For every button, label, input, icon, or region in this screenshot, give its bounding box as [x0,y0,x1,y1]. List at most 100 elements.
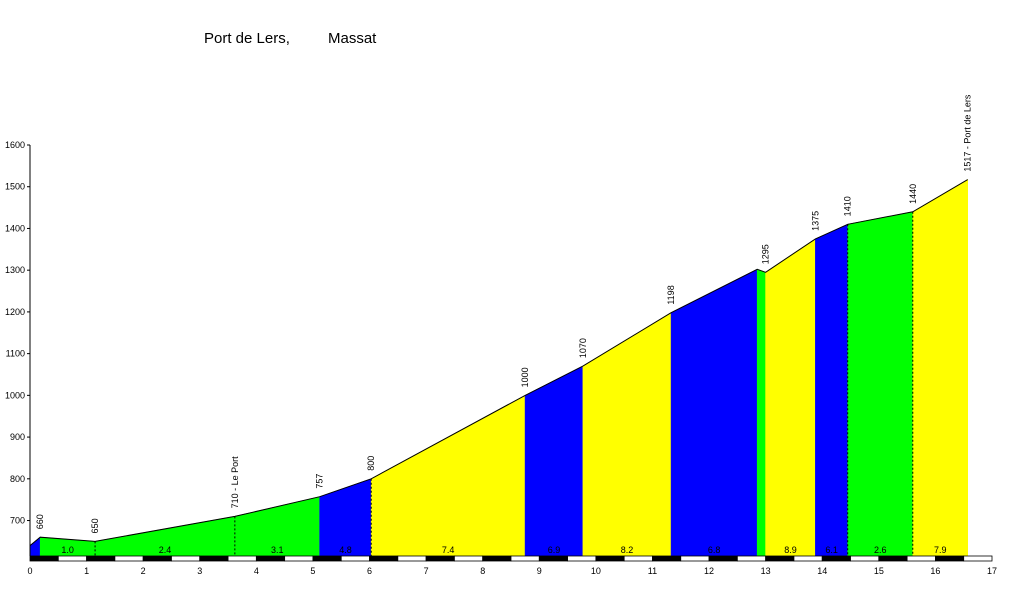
y-tick-label-2: 900 [10,432,25,442]
gradient-label-2: 2.4 [159,545,172,555]
x-tick-label-7: 7 [424,566,429,576]
ruler-cell-32 [935,555,965,562]
elevation-label-8: 1295 [761,244,771,264]
ruler-cell-33 [963,555,993,562]
elevation-label-1: 650 [90,518,100,533]
elevation-label-2: 710 - Le Port [230,456,240,509]
gradient-labels: 1.0 2.4 3.1 4.8 7.4 6.9 8.2 6.8 8.9 6.1 2.6 7.9 [61,545,946,555]
elevation-label-12: 1517 - Port de Lers [963,94,973,172]
gradient-label-12: 2.6 [874,545,887,555]
segment-fill-7 [582,312,672,557]
y-tick-label-8: 1500 [5,182,25,192]
ruler-cell-14 [425,555,455,562]
ruler-cell-18 [538,555,568,562]
ruler-cell-22 [652,555,682,562]
x-tick-label-2: 2 [141,566,146,576]
elevation-label-11: 1440 [908,184,918,204]
x-tick-label-5: 5 [310,566,315,576]
gradient-label-10: 8.9 [784,545,797,555]
x-tick-label-11: 11 [648,566,657,576]
x-tick-label-4: 4 [254,566,259,576]
ruler-cell-3 [114,555,144,562]
title-part-start: Port de Lers, [204,30,290,47]
ruler-cell-27 [793,555,823,562]
ruler-cell-26 [765,555,795,562]
gradient-label-5: 7.4 [442,545,455,555]
ruler-cell-21 [623,555,653,562]
segment-fill-9 [756,268,766,557]
x-tick-label-17: 17 [987,566,997,576]
ruler-cell-25 [736,555,767,562]
y-tick-label-7: 1400 [5,223,25,233]
distance-ruler [29,555,993,562]
ruler-cell-20 [595,555,625,562]
segment-fill-11 [815,223,849,557]
ruler-cell-31 [906,555,936,562]
ruler-cell-30 [878,555,908,562]
ruler-cell-0 [29,555,59,562]
y-tick-label-0: 700 [10,516,25,526]
y-tick-label-3: 1000 [5,390,25,400]
elevation-label-5: 1000 [520,367,530,387]
gradient-label-13: 7.9 [934,545,947,555]
ruler-cell-2 [86,555,116,562]
ruler-cell-24 [708,555,738,562]
ruler-cell-16 [482,555,512,562]
gradient-label-11: 6.1 [825,545,838,555]
segment-fill-0 [29,536,41,557]
y-tick-label-6: 1300 [5,265,25,275]
ruler-cell-4 [142,555,172,562]
ruler-cell-5 [171,555,201,562]
ruler-cell-19 [567,555,597,562]
elevation-label-3: 757 [315,474,325,489]
elevation-label-7: 1198 [666,285,676,304]
x-tick-label-13: 13 [761,566,771,576]
gradient-label-1: 1.0 [61,545,74,555]
ruler-cell-7 [227,555,257,562]
profile-line [29,179,968,546]
x-tick-label-10: 10 [591,566,601,576]
ruler-cell-12 [369,555,399,562]
segment-fill-6 [524,365,584,557]
ruler-cell-6 [199,555,229,562]
chart-title: Port de Lers, Massat [0,30,1014,54]
ruler-cell-10 [312,555,342,562]
gradient-label-3: 3.1 [271,545,284,555]
y-tick-label-4: 1100 [6,349,25,359]
x-tick-label-3: 3 [197,566,202,576]
x-tick-label-16: 16 [930,566,940,576]
ruler-cell-29 [850,555,880,562]
x-tick-label-0: 0 [27,566,32,576]
x-tick-label-8: 8 [480,566,485,576]
x-tick-label-15: 15 [874,566,884,576]
ruler-cell-1 [57,555,87,562]
ruler-cell-9 [284,555,314,562]
elevation-label-9: 1375 [810,211,820,231]
dashed-markers [94,211,914,556]
ruler-cell-17 [510,555,540,562]
segment-fill-13 [912,179,969,557]
gradient-label-8: 6.8 [708,545,721,555]
elevation-labels: 660 650 710 - Le Port 757 800 1000 1070 1198 129… [35,94,973,533]
gradient-label-6: 6.9 [548,545,561,555]
segment-fill-8 [670,268,758,557]
elevation-label-6: 1070 [578,338,588,358]
ruler-cell-13 [397,555,427,562]
x-tick-label-1: 1 [84,566,89,576]
segment-fill-12 [847,211,914,557]
ruler-cell-11 [340,555,370,562]
x-tick-label-9: 9 [537,566,542,576]
ruler-cell-15 [454,555,484,562]
segment-fill-10 [765,238,816,557]
y-tick-label-9: 1600 [5,140,25,150]
y-tick-label-5: 1200 [5,307,25,317]
x-tick-label-6: 6 [367,566,372,576]
ruler-cell-23 [680,555,710,562]
x-tick-label-14: 14 [817,566,827,576]
gradient-label-7: 8.2 [621,545,634,555]
x-tick-label-12: 12 [704,566,714,576]
elevation-label-10: 1410 [843,196,853,216]
elevation-label-4: 800 [366,456,376,471]
